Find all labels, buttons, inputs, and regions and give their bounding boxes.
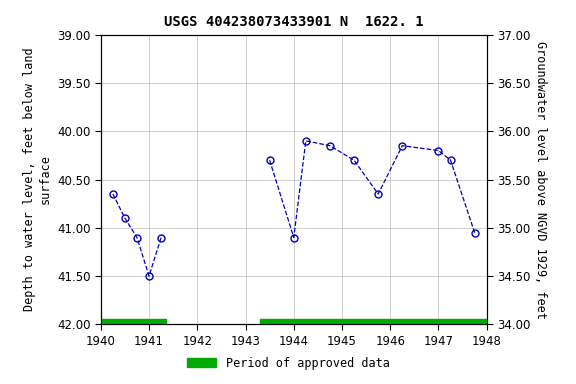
Legend: Period of approved data: Period of approved data [182, 352, 394, 374]
Y-axis label: Groundwater level above NGVD 1929, feet: Groundwater level above NGVD 1929, feet [534, 41, 547, 318]
Title: USGS 404238073433901 N  1622. 1: USGS 404238073433901 N 1622. 1 [164, 15, 423, 29]
Y-axis label: Depth to water level, feet below land
surface: Depth to water level, feet below land su… [23, 48, 51, 311]
